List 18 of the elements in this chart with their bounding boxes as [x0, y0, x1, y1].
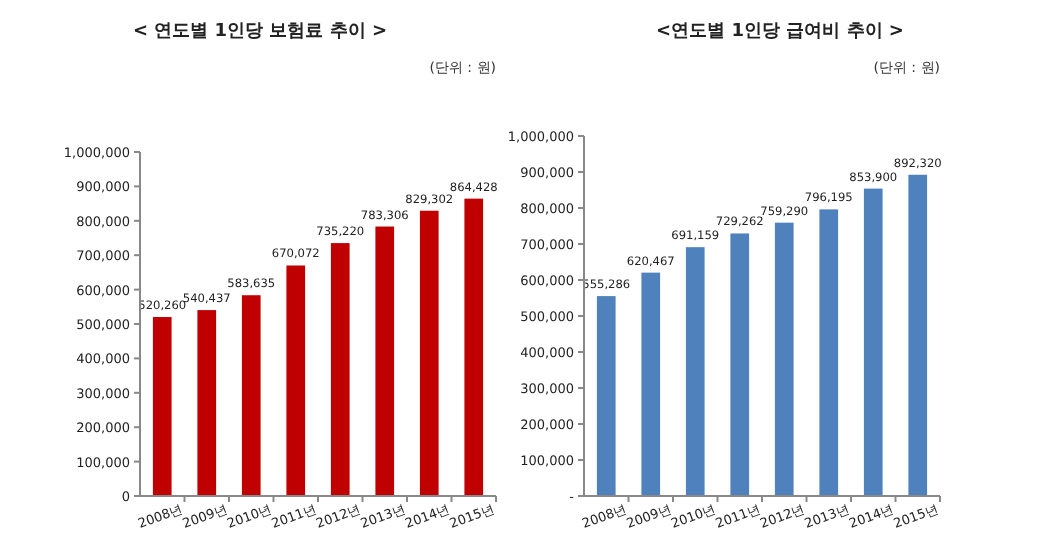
- bar: [419, 210, 439, 496]
- bar: [730, 233, 750, 496]
- bar: [241, 295, 261, 496]
- bar: [685, 247, 705, 496]
- bar: [641, 272, 661, 496]
- bar: [464, 198, 484, 496]
- bar: [375, 226, 395, 496]
- bar: [286, 265, 306, 496]
- bar: [819, 209, 839, 496]
- bar: [330, 243, 350, 496]
- bar: [596, 296, 616, 496]
- bar: [774, 222, 794, 496]
- bar: [863, 188, 883, 496]
- bar: [197, 310, 217, 496]
- chart-title: <연도별 1인당 급여비 추이 >: [656, 22, 904, 42]
- bar: [152, 317, 172, 496]
- bar: [908, 174, 928, 496]
- chart-title: < 연도별 1인당 보험료 추이 >: [132, 22, 388, 42]
